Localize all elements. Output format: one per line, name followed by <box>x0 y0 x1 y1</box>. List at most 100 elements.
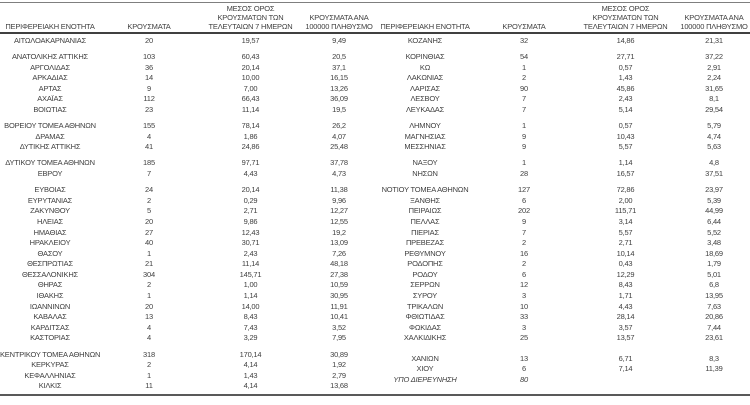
avg-7day-cell: 2,43 <box>243 248 258 258</box>
region-cell: ΗΜΑΘΙΑΣ <box>33 227 67 237</box>
region-cell: ΒΟΡΕΙΟΥ ΤΟΜΕΑ ΑΘΗΝΩΝ <box>4 121 96 131</box>
row-group: ΚΟΡΙΝΘΙΑΣ 54 27,71 37,22 ΚΩ 1 0,57 2,91 ΛΑΚΩΝΙΑΣ… <box>375 52 750 116</box>
per-100k-cell: 11,39 <box>705 364 723 374</box>
table-row: ΛΑΚΩΝΙΑΣ 2 1,43 2,24 <box>375 73 750 84</box>
region-cell: ΑΡΚΑΔΙΑΣ <box>32 73 68 83</box>
row-group: ΔΥΤΙΚΟΥ ΤΟΜΕΑ ΑΘΗΝΩΝ 185 97,71 37,78 ΕΒΡΟΥ 7 4… <box>0 158 375 179</box>
avg-7day-cell: 16,57 <box>616 169 635 179</box>
per-100k-cell: 44,99 <box>705 206 723 216</box>
per-100k-cell: 4,74 <box>707 131 721 141</box>
per-100k-cell: 5,01 <box>707 269 721 279</box>
table-row: ΜΕΣΣΗΝΙΑΣ 9 5,57 5,63 <box>375 142 750 153</box>
per-100k-cell: 29,54 <box>705 105 723 115</box>
avg-7day-cell: 3,57 <box>618 322 633 332</box>
table-row: ΕΒΡΟΥ 7 4,43 4,73 <box>0 169 375 180</box>
region-cell: ΚΑΡΔΙΤΣΑΣ <box>30 322 70 332</box>
region-cell: ΠΡΕΒΕΖΑΣ <box>405 238 445 248</box>
region-cell: ΛΑΡΙΣΑΣ <box>410 83 440 93</box>
avg-7day-cell: 1,71 <box>618 291 633 301</box>
region-cell: ΧΑΛΚΙΔΙΚΗΣ <box>403 333 447 343</box>
cases-cell: 13 <box>520 353 528 363</box>
table-row: ΛΗΜΝΟΥ 1 0,57 5,79 <box>375 121 750 132</box>
table-row: ΝΗΣΩΝ 28 16,57 37,51 <box>375 169 750 180</box>
region-cell: ΛΑΚΩΝΙΑΣ <box>406 73 444 83</box>
cases-cell: 21 <box>145 259 153 269</box>
per-100k-cell <box>678 375 750 386</box>
cases-cell: 2 <box>147 195 151 205</box>
region-cell: ΧΙΟΥ <box>416 364 434 374</box>
per-100k-cell: 30,89 <box>330 349 348 359</box>
cases-cell: 9 <box>147 83 151 93</box>
per-100k-cell: 10,41 <box>330 312 348 322</box>
region-cell: ΔΡΑΜΑΣ <box>35 131 65 141</box>
cases-cell: 103 <box>143 52 155 62</box>
cases-cell: 2 <box>147 280 151 290</box>
per-100k-cell: 13,68 <box>330 381 348 391</box>
row-group: ΑΝΑΤΟΛΙΚΗΣ ΑΤΤΙΚΗΣ 103 60,43 20,5 ΑΡΓΟΛΙΔΑΣ 3… <box>0 52 375 116</box>
avg-7day-cell: 4,43 <box>243 169 258 179</box>
avg-7day-cell: 66,43 <box>241 94 260 104</box>
cases-cell: 1 <box>522 62 526 72</box>
per-100k-cell: 4,73 <box>332 169 346 179</box>
avg-7day-cell: 78,14 <box>241 121 260 131</box>
region-cell: ΚΟΖΑΝΗΣ <box>407 36 443 45</box>
table-row: ΡΟΔΟΠΗΣ 2 0,43 1,79 <box>375 259 750 270</box>
region-cell: ΜΕΣΣΗΝΙΑΣ <box>404 142 446 152</box>
per-100k-cell: 37,1 <box>332 62 346 72</box>
table-row: ΞΑΝΘΗΣ 6 2,00 5,39 <box>375 196 750 207</box>
table-row: ΤΡΙΚΑΛΩΝ 10 4,43 7,63 <box>375 302 750 313</box>
per-100k-cell: 27,38 <box>330 269 348 279</box>
per-100k-cell: 10,59 <box>330 280 348 290</box>
avg-7day-cell: 4,43 <box>618 301 633 311</box>
region-cell: ΚΕΦΑΛΛΗΝΙΑΣ <box>24 370 76 380</box>
table-row: ΧΑΝΙΩΝ 13 6,71 8,3 <box>375 354 750 365</box>
region-cell: ΚΕΡΚΥΡΑΣ <box>31 360 69 370</box>
avg-7day-cell: 2,71 <box>243 206 258 216</box>
region-cell: ΘΗΡΑΣ <box>37 280 63 290</box>
region-cell: ΠΕΙΡΑΙΩΣ <box>408 206 442 216</box>
per-100k-cell: 3,48 <box>707 238 721 248</box>
table-row: ΚΙΛΚΙΣ 11 4,14 13,68 <box>0 381 375 392</box>
cases-cell: 9 <box>522 131 526 141</box>
table-row: ΡΕΘΥΜΝΟΥ 16 10,14 18,69 <box>375 249 750 260</box>
region-cell: ΚΑΒΑΛΑΣ <box>33 312 67 322</box>
table-row: ΚΕΝΤΡΙΚΟΥ ΤΟΜΕΑ ΑΘΗΝΩΝ 318 170,14 30,89 <box>0 350 375 361</box>
cases-cell: 25 <box>520 333 528 343</box>
cases-cell: 7 <box>147 169 151 179</box>
cases-cell: 7 <box>522 105 526 115</box>
cases-cell: 16 <box>520 248 528 258</box>
region-cell: ΡΟΔΟΠΗΣ <box>407 259 443 269</box>
region-cell: ΚΑΣΤΟΡΙΑΣ <box>30 333 70 343</box>
avg-7day-cell: 8,43 <box>243 312 258 322</box>
avg-7day-cell: 4,14 <box>243 381 258 391</box>
table-body-left: ΑΙΤΩΛΟΑΚΑΡΝΑΝΙΑΣ 20 19,57 9,49 ΑΝΑΤΟΛΙΚΗΣ ΑΤ… <box>0 34 375 392</box>
table-row: ΚΕΦΑΛΛΗΝΙΑΣ 1 1,43 2,79 <box>0 371 375 382</box>
table-row: ΑΡΓΟΛΙΔΑΣ 36 20,14 37,1 <box>0 63 375 74</box>
table-row: ΠΕΛΛΑΣ 9 3,14 6,44 <box>375 217 750 228</box>
table-row: ΡΟΔΟΥ 6 12,29 5,01 <box>375 270 750 281</box>
per-100k-cell: 37,22 <box>705 52 723 62</box>
table-row: ΖΑΚΥΝΘΟΥ 5 2,71 12,27 <box>0 206 375 217</box>
avg-7day-cell: 115,71 <box>614 206 637 216</box>
table-row: ΠΕΙΡΑΙΩΣ 202 115,71 44,99 <box>375 206 750 217</box>
cases-cell: 7 <box>522 94 526 104</box>
per-100k-cell: 12,55 <box>330 216 348 226</box>
avg-7day-cell: 24,86 <box>241 142 260 152</box>
avg-7day-cell: 20,14 <box>241 185 260 195</box>
cases-cell: 1 <box>147 291 151 301</box>
per-100k-cell: 6,44 <box>707 216 721 226</box>
cases-cell: 6 <box>522 269 526 279</box>
avg-7day-cell: 1,43 <box>618 73 633 83</box>
table-row: ΒΟΡΕΙΟΥ ΤΟΜΕΑ ΑΘΗΝΩΝ 155 78,14 26,2 <box>0 121 375 132</box>
header-per-100k: ΚΡΟΥΣΜΑΤΑ ΑΝΑ 100000 ΠΛΗΘΥΣΜΟ <box>305 13 373 31</box>
per-100k-cell: 8,3 <box>709 353 719 363</box>
avg-7day-cell: 60,43 <box>241 52 260 62</box>
table-row: ΥΠΟ ΔΙΕΡΕΥΝΗΣΗ 80 <box>375 375 750 386</box>
row-group: ΚΕΝΤΡΙΚΟΥ ΤΟΜΕΑ ΑΘΗΝΩΝ 318 170,14 30,89 ΚΕΡΚ… <box>0 350 375 392</box>
per-100k-cell: 13,95 <box>705 291 723 301</box>
cases-cell: 185 <box>143 158 155 168</box>
cases-cell: 54 <box>520 52 528 62</box>
avg-7day-cell: 27,71 <box>616 52 635 62</box>
per-100k-cell: 5,39 <box>707 195 721 205</box>
table-row: ΦΘΙΩΤΙΔΑΣ 33 28,14 20,86 <box>375 312 750 323</box>
